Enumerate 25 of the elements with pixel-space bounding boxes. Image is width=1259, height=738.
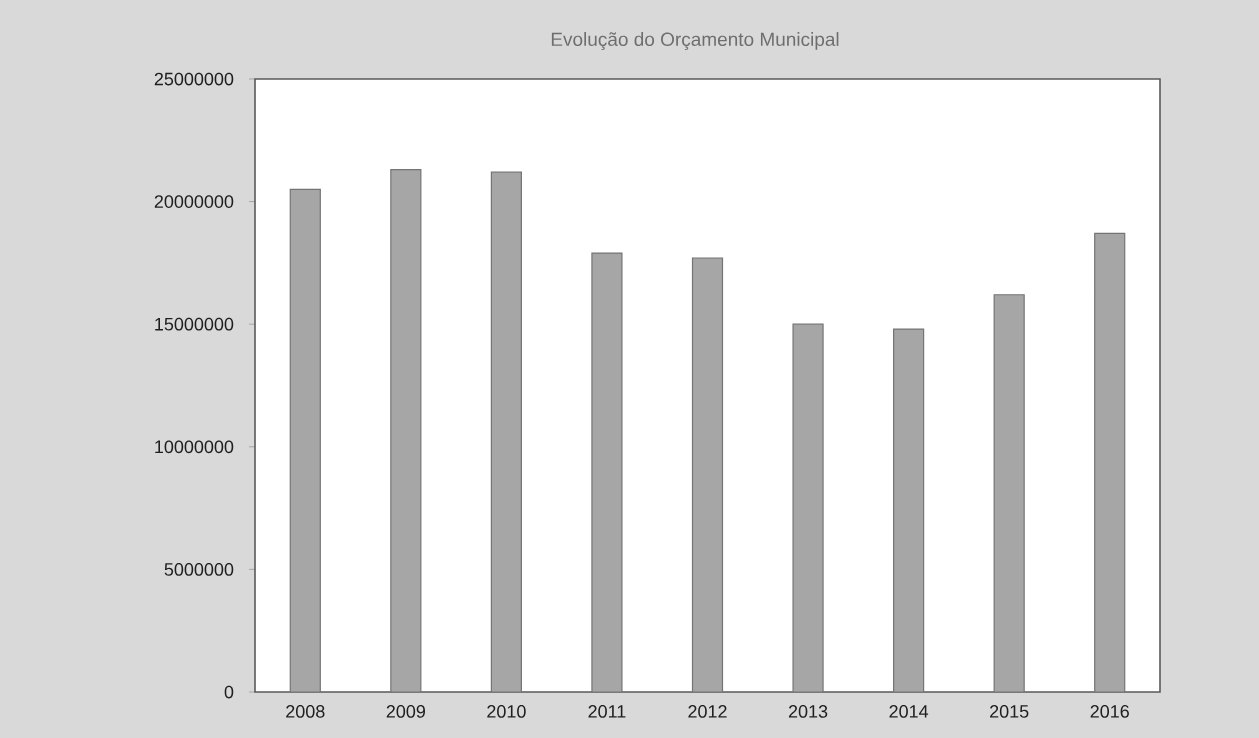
x-tick-label: 2011 <box>588 705 626 718</box>
bar <box>1094 232 1126 692</box>
bar <box>591 252 623 692</box>
x-tick-label: 2008 <box>286 705 325 718</box>
bar <box>993 294 1025 692</box>
bar <box>691 257 724 692</box>
bar <box>893 328 925 692</box>
y-tick-label: 10000000 <box>155 440 234 454</box>
y-tick-label: 25000000 <box>154 72 234 86</box>
x-tick-label: 2015 <box>990 705 1029 718</box>
x-tick-label: 2016 <box>1090 705 1129 718</box>
y-tick-label: 5000000 <box>164 563 234 576</box>
y-tick-label: 0 <box>224 685 234 699</box>
bar <box>289 188 321 692</box>
bar <box>390 169 422 692</box>
bar <box>792 323 824 692</box>
x-tick-label: 2014 <box>889 705 929 718</box>
bar <box>490 171 522 692</box>
x-tick-label: 2010 <box>487 705 526 718</box>
x-tick-label: 2012 <box>688 705 727 718</box>
y-tick-label: 15000000 <box>155 317 234 331</box>
chart-title: Evolução do Orçamento Municipal <box>551 32 839 50</box>
y-tick-label: 20000000 <box>154 195 234 208</box>
x-tick-label: 2009 <box>386 705 425 718</box>
x-tick-label: 2013 <box>788 705 828 718</box>
